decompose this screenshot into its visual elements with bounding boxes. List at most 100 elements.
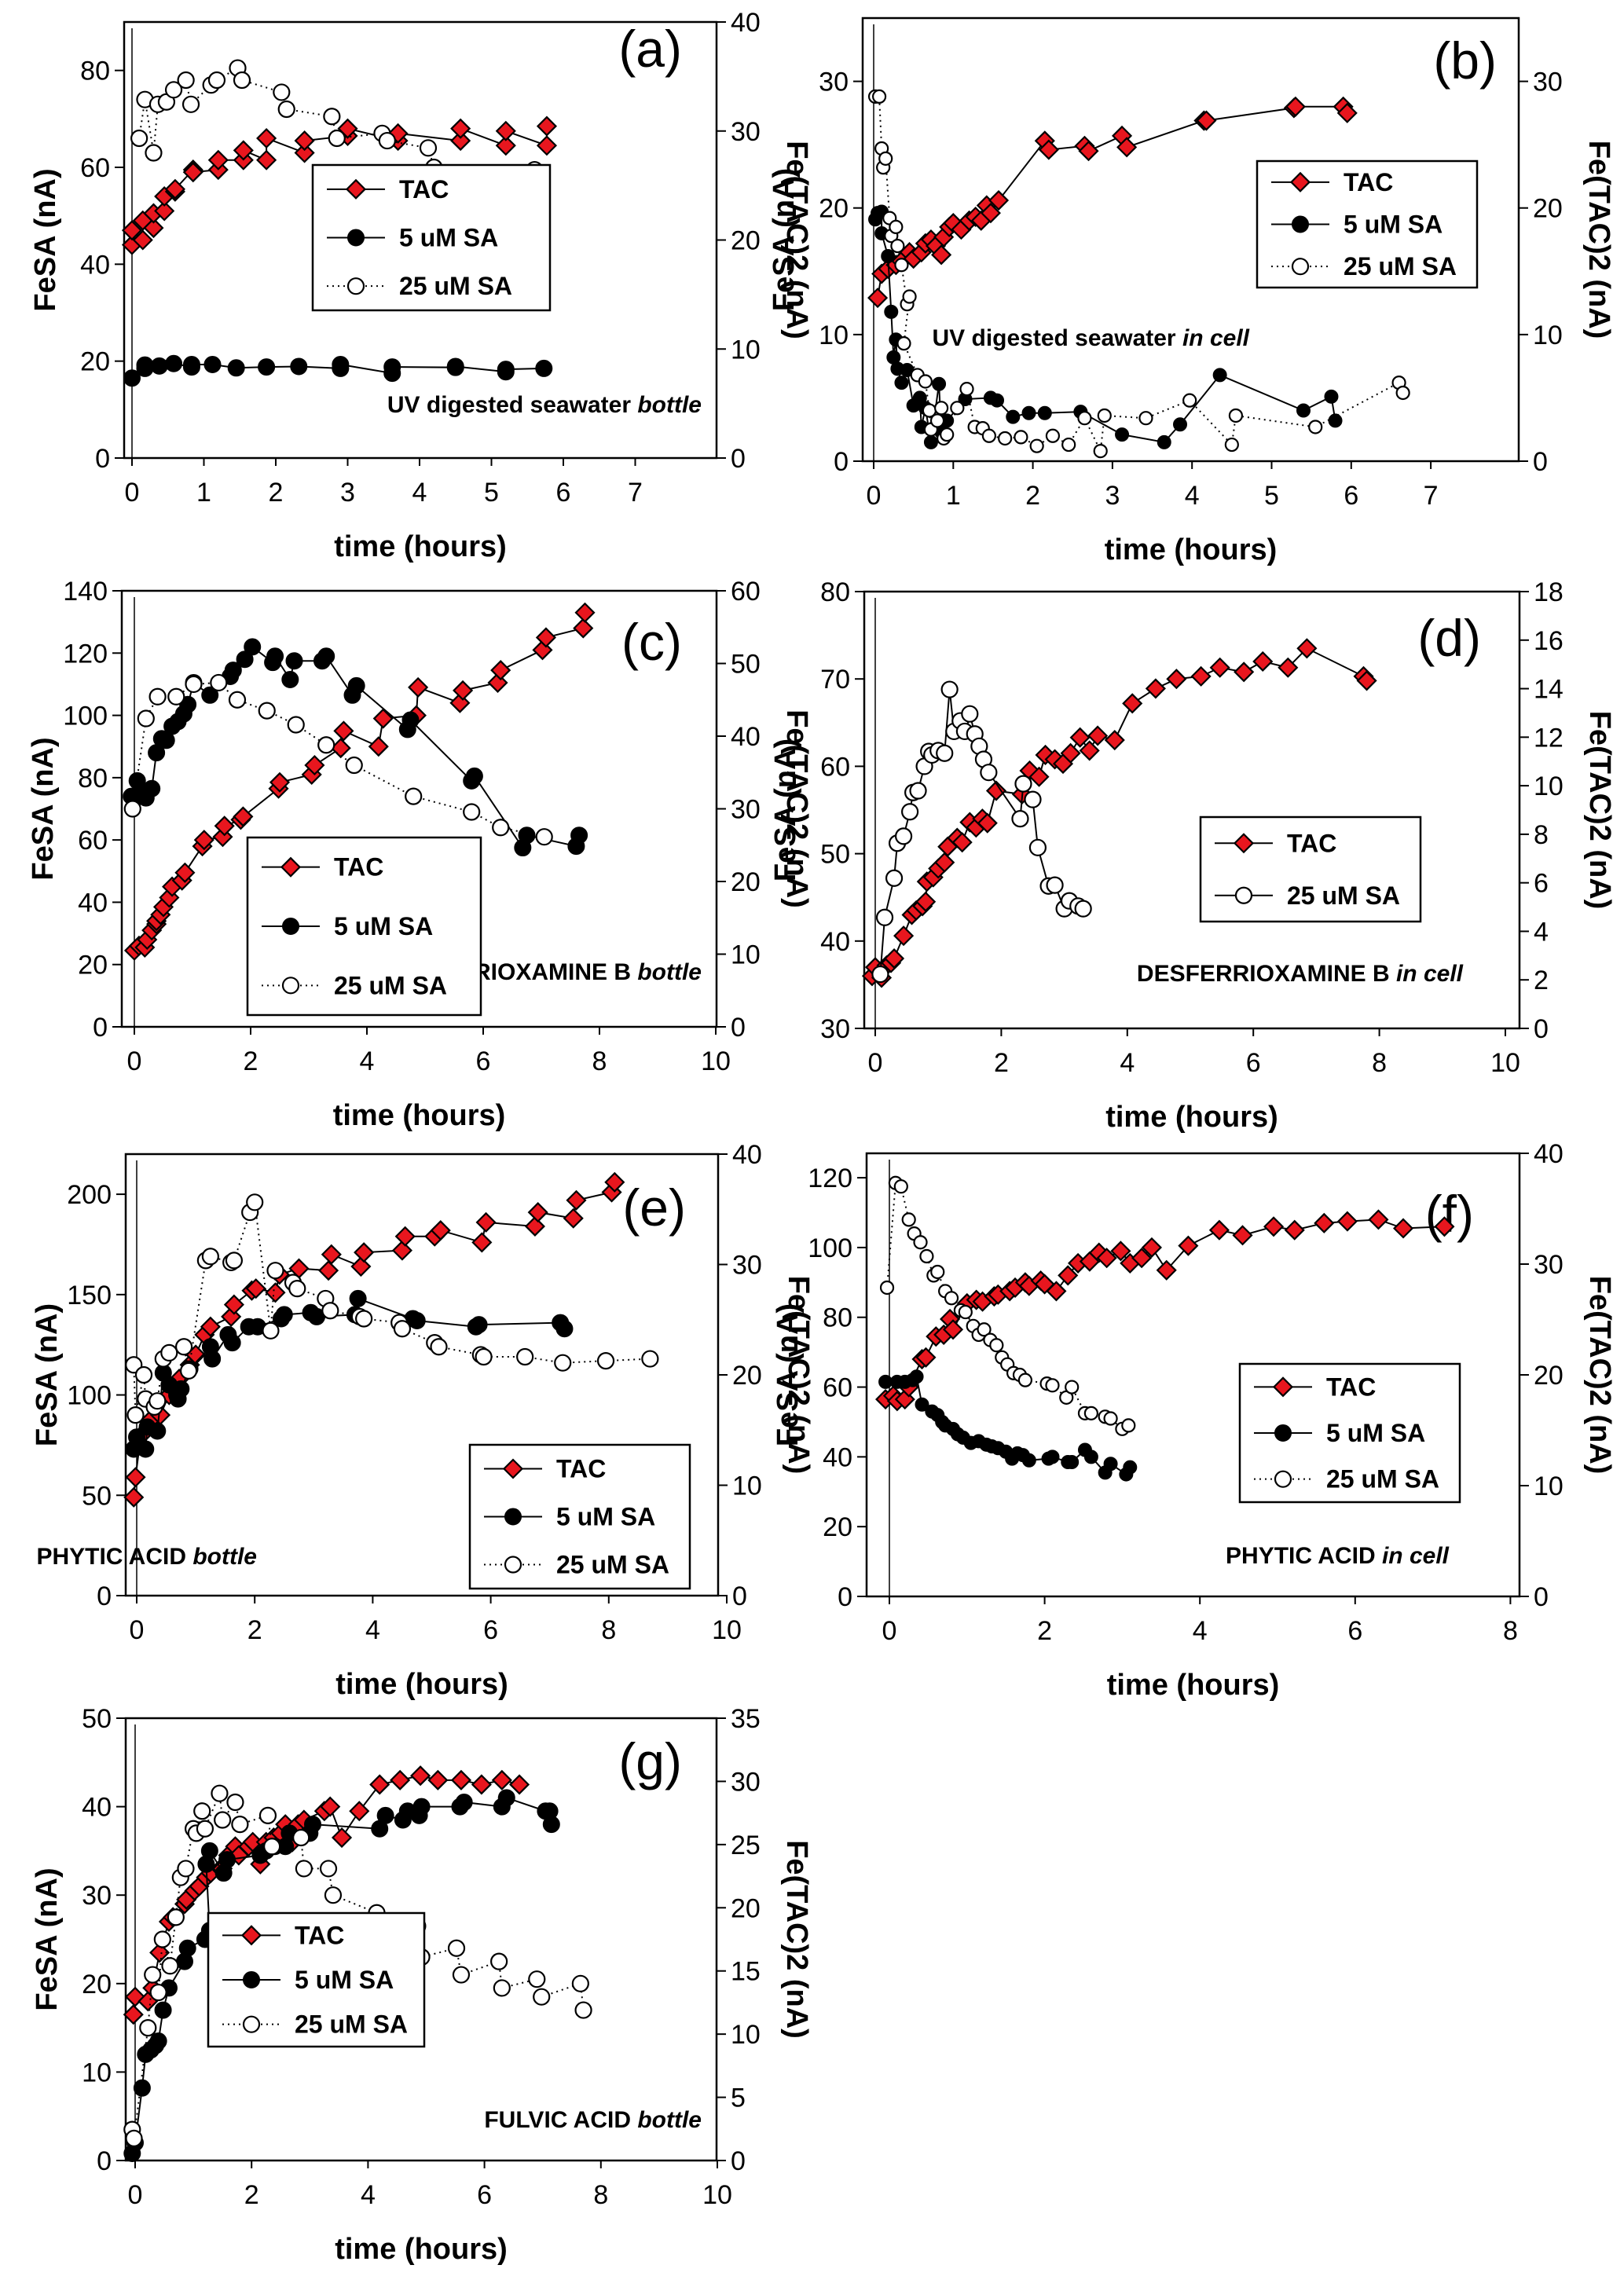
y2-tick-label: 50 bbox=[731, 650, 761, 680]
data-point bbox=[1234, 662, 1255, 683]
data-point bbox=[1045, 1378, 1060, 1393]
x-tick-label: 2 bbox=[1025, 481, 1040, 511]
y2-axis-title: Fe(TAC)2 (nA) bbox=[1583, 711, 1616, 910]
data-point bbox=[182, 162, 203, 183]
data-point bbox=[574, 602, 596, 623]
data-point bbox=[536, 135, 558, 156]
data-point bbox=[1395, 385, 1410, 401]
data-point bbox=[492, 819, 510, 837]
y-tick-label: 120 bbox=[808, 1164, 852, 1193]
data-point bbox=[1228, 408, 1244, 423]
y2-tick-label: 0 bbox=[731, 1013, 746, 1043]
data-point bbox=[950, 401, 965, 416]
data-point bbox=[871, 965, 889, 984]
x-tick-label: 2 bbox=[247, 1615, 262, 1645]
y-tick-label: 40 bbox=[80, 250, 110, 280]
data-point bbox=[328, 129, 346, 148]
data-point bbox=[879, 1280, 895, 1296]
data-point bbox=[266, 647, 284, 665]
data-point bbox=[490, 1952, 508, 1970]
x-tick-label: 10 bbox=[701, 1046, 731, 1076]
data-point bbox=[1083, 1406, 1098, 1420]
y2-tick-label: 20 bbox=[731, 1893, 761, 1923]
data-point bbox=[936, 744, 954, 762]
data-point bbox=[901, 1212, 916, 1227]
data-point bbox=[977, 812, 998, 834]
series-25-um-sa bbox=[879, 1175, 1136, 1436]
data-point bbox=[535, 627, 556, 648]
data-point bbox=[1141, 1237, 1162, 1258]
data-point bbox=[167, 687, 185, 706]
data-point bbox=[919, 1248, 934, 1264]
data-point bbox=[1045, 1450, 1060, 1464]
data-point bbox=[288, 1280, 306, 1298]
data-point bbox=[164, 178, 185, 200]
y-axis-title: FeSA (nA) bbox=[768, 168, 801, 311]
data-point bbox=[214, 1811, 232, 1829]
y-tick-label: 40 bbox=[82, 1793, 112, 1823]
x-tick-label: 5 bbox=[484, 478, 499, 508]
y-axis-title: FeSA (nA) bbox=[31, 1867, 64, 2010]
data-point bbox=[890, 238, 905, 254]
data-point bbox=[896, 336, 911, 351]
legend-label: TAC bbox=[1326, 1373, 1376, 1401]
data-point bbox=[211, 1784, 229, 1802]
data-point bbox=[372, 708, 394, 729]
panel-label: (e) bbox=[622, 1178, 686, 1237]
data-point bbox=[330, 738, 351, 759]
legend-label: TAC bbox=[295, 1921, 344, 1949]
data-point bbox=[1014, 430, 1028, 445]
data-point bbox=[497, 1789, 515, 1807]
data-point bbox=[894, 827, 913, 845]
y2-axis-title: Fe(TAC)2 (nA) bbox=[780, 1840, 813, 2039]
x-tick-label: 0 bbox=[882, 1616, 897, 1646]
data-point bbox=[1060, 742, 1081, 764]
data-point bbox=[894, 376, 909, 390]
data-point bbox=[349, 1289, 367, 1307]
y-tick-label: 40 bbox=[820, 927, 850, 957]
data-point bbox=[990, 393, 1005, 408]
legend-label: 25 uM SA bbox=[1287, 881, 1400, 910]
series-tac bbox=[875, 1209, 1455, 1412]
data-point bbox=[901, 803, 919, 821]
data-point bbox=[368, 736, 389, 757]
data-point bbox=[1224, 437, 1239, 453]
legend-marker-icon bbox=[1291, 258, 1310, 276]
data-point bbox=[878, 1374, 893, 1389]
panel-annotation: DESFERRIOXAMINE B in cell bbox=[1137, 961, 1464, 987]
legend-marker-icon bbox=[280, 856, 302, 878]
data-point bbox=[145, 144, 163, 162]
data-point bbox=[223, 1294, 244, 1315]
y-tick-label: 60 bbox=[80, 153, 110, 183]
annotation-text: PHYTIC ACID bbox=[1226, 1543, 1382, 1569]
y-axis-title: FeSA (nA) bbox=[27, 737, 60, 880]
x-axis-title: time (hours) bbox=[335, 1668, 508, 1701]
data-point bbox=[317, 647, 335, 665]
data-point bbox=[401, 711, 420, 729]
x-tick-label: 4 bbox=[361, 2180, 376, 2210]
data-point bbox=[1079, 740, 1100, 761]
data-point bbox=[136, 356, 154, 374]
y2-tick-label: 12 bbox=[1534, 723, 1564, 753]
data-point bbox=[294, 142, 315, 163]
legend: TAC 5 uM SA 25 uM SA bbox=[468, 1443, 691, 1590]
data-point bbox=[596, 1352, 615, 1370]
data-point bbox=[1356, 670, 1377, 691]
annotation-text: PHYTIC ACID bbox=[36, 1544, 192, 1570]
x-tick-label: 10 bbox=[712, 1615, 742, 1645]
y-tick-label: 20 bbox=[80, 347, 110, 377]
data-point bbox=[323, 108, 341, 126]
data-point bbox=[269, 771, 291, 793]
data-point bbox=[450, 1769, 472, 1790]
series-line bbox=[871, 647, 1368, 980]
y-tick-label: 50 bbox=[82, 1481, 112, 1511]
data-point bbox=[430, 1338, 448, 1356]
data-point bbox=[149, 1983, 167, 2002]
legend-label: 25 uM SA bbox=[399, 272, 512, 300]
data-point bbox=[149, 2032, 167, 2050]
y2-tick-label: 20 bbox=[1534, 1361, 1564, 1391]
data-point bbox=[447, 1939, 466, 1957]
y2-tick-label: 0 bbox=[1534, 1014, 1549, 1044]
series-25-um-sa bbox=[871, 680, 1092, 984]
